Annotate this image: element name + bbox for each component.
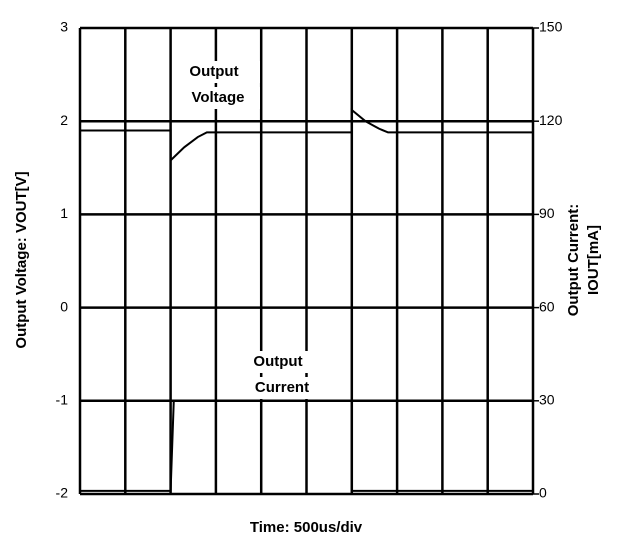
y2-tick-label: 150 [539,19,563,35]
y2-tick-label: 30 [539,392,555,408]
y-tick-label: -2 [56,485,69,501]
y2-tick-label: 60 [539,298,555,314]
y2-tick-label: 0 [539,485,547,501]
y-axis-label: Output Voltage: VOUT[V] [13,171,30,348]
annotation-bg [176,61,260,83]
data-line [80,399,533,492]
annotation-bg [240,351,324,373]
y2-axis-label: Output Current: [565,204,582,316]
y-tick-label: 0 [60,298,68,314]
y-tick-label: -1 [56,392,69,408]
annotation: Output [189,63,238,80]
annotation-bg [176,87,260,109]
y2-tick-label: 120 [539,112,563,128]
annotation: Output [253,353,302,370]
y-tick-label: 2 [60,112,68,128]
annotation: Current [255,379,309,396]
y2-axis-label: IOUT[mA] [585,225,602,295]
annotation: Voltage [191,89,244,106]
annotation-bg [240,377,324,399]
data-line [80,107,533,163]
x-axis-label: Time: 500us/div [250,519,363,536]
y2-tick-label: 90 [539,205,555,221]
y-tick-label: 1 [60,205,68,221]
y-tick-label: 3 [60,19,68,35]
